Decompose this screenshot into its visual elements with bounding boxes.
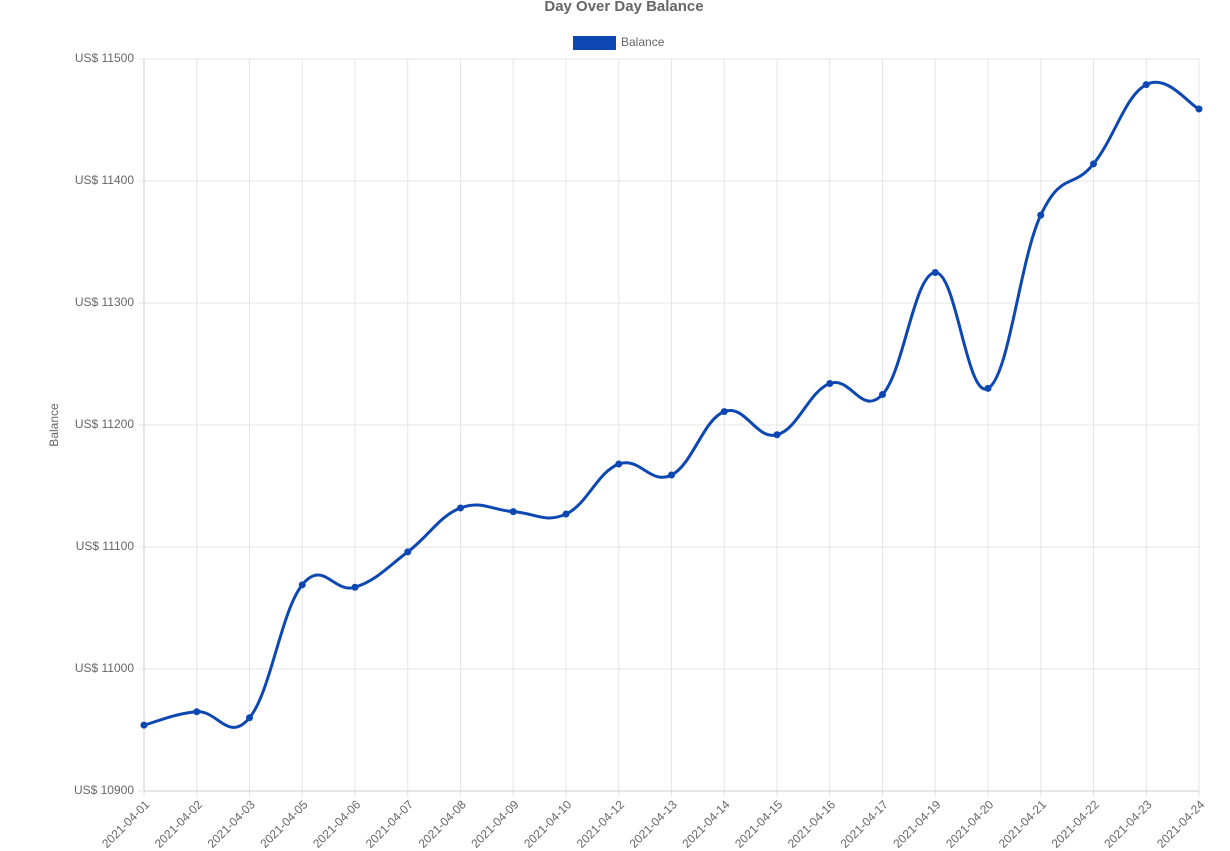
x-tick-label: 2021-04-12: [574, 797, 628, 851]
point: [1142, 81, 1150, 89]
point: [984, 384, 992, 392]
legend-swatch: [573, 36, 616, 50]
point: [193, 708, 201, 716]
chart-title: Day Over Day Balance: [544, 0, 703, 15]
point: [826, 380, 834, 388]
y-tick-label: US$ 11500: [75, 51, 134, 65]
y-tick-label: US$ 11400: [75, 173, 134, 187]
point: [298, 581, 306, 589]
x-tick-label: 2021-04-16: [785, 797, 839, 851]
y-axis-title: Balance: [47, 403, 61, 447]
point: [562, 510, 570, 518]
x-tick-label: 2021-04-14: [679, 797, 733, 851]
y-tick-label: US$ 11200: [75, 417, 134, 431]
point: [1037, 211, 1045, 219]
x-tick-label: 2021-04-02: [152, 797, 206, 851]
point: [615, 460, 623, 468]
x-tick-label: 2021-04-09: [468, 797, 522, 851]
point: [246, 714, 253, 722]
x-tick-label: 2021-04-03: [205, 797, 259, 851]
x-tick-label: 2021-04-21: [996, 797, 1050, 851]
point: [931, 269, 939, 276]
x-tick-label: 2021-04-19: [890, 797, 944, 851]
legend-label: Balance: [621, 35, 665, 49]
line: [143, 80, 1200, 729]
point: [457, 504, 464, 512]
point: [404, 548, 412, 556]
x-tick-label: 2021-04-15: [732, 797, 786, 851]
point: [1195, 105, 1203, 113]
y-tick-label: US$ 11100: [76, 539, 135, 553]
point: [773, 431, 781, 439]
x-tick-label: 2021-04-06: [310, 797, 364, 851]
x-tick-label: 2021-04-20: [943, 797, 997, 851]
x-tick-label: 2021-04-01: [99, 797, 153, 851]
point: [351, 583, 359, 591]
x-tick-label: 2021-04-07: [363, 797, 417, 851]
point: [509, 508, 517, 516]
y-tick-label: US$ 11300: [75, 295, 134, 309]
point: [668, 471, 675, 479]
point: [140, 721, 148, 729]
x-tick-label: 2021-04-10: [521, 797, 575, 851]
x-tick-label: 2021-04-08: [416, 797, 470, 851]
x-tick-label: 2021-04-13: [627, 797, 681, 851]
x-tick-label: 2021-04-22: [1049, 797, 1103, 851]
y-tick-label: US$ 11000: [75, 661, 134, 675]
x-tick-label: 2021-04-24: [1154, 797, 1208, 851]
x-tick-label: 2021-04-23: [1101, 797, 1155, 851]
point: [1090, 160, 1097, 168]
y-tick-label: US$ 10900: [74, 783, 134, 797]
point: [720, 408, 728, 416]
point: [879, 391, 886, 398]
x-tick-label: 2021-04-05: [257, 797, 311, 851]
x-tick-label: 2021-04-17: [838, 797, 892, 851]
